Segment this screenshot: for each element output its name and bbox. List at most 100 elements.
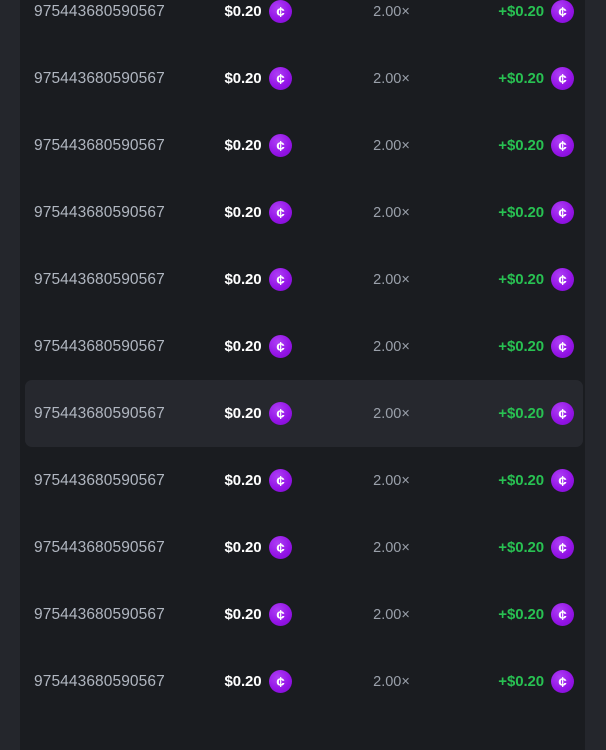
payout-label: +$0.20 (498, 3, 544, 20)
bet-id-cell[interactable]: 975443680590567 (25, 3, 187, 21)
svg-text:¢: ¢ (276, 473, 284, 490)
multiplier-label: 2.00× (373, 70, 410, 87)
svg-text:¢: ¢ (276, 205, 284, 222)
bet-id-cell[interactable]: 975443680590567 (25, 472, 187, 490)
coin-icon: ¢ (268, 268, 292, 291)
multiplier-cell: 2.00× (329, 473, 454, 489)
multiplier-cell: 2.00× (329, 205, 454, 221)
bet-id-cell[interactable]: 975443680590567 (25, 70, 187, 88)
svg-text:¢: ¢ (276, 607, 284, 624)
bet-id-cell[interactable]: 975443680590567 (25, 606, 187, 624)
coin-icon: ¢ (551, 335, 574, 358)
bet-amount-cell: $0.20 ¢ (187, 201, 329, 224)
table-row[interactable]: 975443680590567 $0.20 ¢ 2.00× +$0.20 ¢ (25, 313, 583, 380)
bet-id-cell[interactable]: 975443680590567 (25, 137, 187, 155)
svg-text:¢: ¢ (558, 205, 566, 222)
payout-label: +$0.20 (498, 204, 544, 221)
svg-text:¢: ¢ (558, 138, 566, 155)
bet-id-label: 975443680590567 (34, 2, 165, 20)
svg-text:¢: ¢ (558, 71, 566, 88)
payout-cell: +$0.20 ¢ (454, 201, 583, 224)
bets-list[interactable]: 975443680590567 $0.20 ¢ 2.00× +$0.20 ¢ 9754436… (20, 0, 585, 750)
payout-label: +$0.20 (498, 472, 544, 489)
bet-id-label: 975443680590567 (34, 538, 165, 556)
bet-id-cell[interactable]: 975443680590567 (25, 338, 187, 356)
coin-icon: ¢ (551, 67, 574, 90)
multiplier-cell: 2.00× (329, 540, 454, 556)
payout-cell: +$0.20 ¢ (454, 268, 583, 291)
coin-icon: ¢ (268, 67, 292, 90)
bet-id-cell[interactable]: 975443680590567 (25, 673, 187, 691)
table-row[interactable]: 975443680590567 $0.20 ¢ 2.00× +$0.20 ¢ (25, 380, 583, 447)
payout-label: +$0.20 (498, 338, 544, 355)
table-row[interactable]: 975443680590567 $0.20 ¢ 2.00× +$0.20 ¢ (25, 648, 583, 715)
multiplier-label: 2.00× (373, 204, 410, 221)
multiplier-label: 2.00× (373, 673, 410, 690)
table-row[interactable]: 975443680590567 $0.20 ¢ 2.00× +$0.20 ¢ (25, 246, 583, 313)
bet-id-label: 975443680590567 (34, 672, 165, 690)
svg-text:¢: ¢ (558, 607, 566, 624)
bet-amount-cell: $0.20 ¢ (187, 134, 329, 157)
table-row[interactable]: 975443680590567 $0.20 ¢ 2.00× +$0.20 ¢ (25, 45, 583, 112)
bet-id-label: 975443680590567 (34, 69, 165, 87)
coin-icon: ¢ (268, 670, 292, 693)
payout-label: +$0.20 (498, 539, 544, 556)
table-row[interactable]: 975443680590567 $0.20 ¢ 2.00× +$0.20 ¢ (25, 0, 583, 45)
payout-cell: +$0.20 ¢ (454, 134, 583, 157)
table-row[interactable]: 975443680590567 $0.20 ¢ 2.00× +$0.20 ¢ (25, 581, 583, 648)
payout-cell: +$0.20 ¢ (454, 0, 583, 23)
coin-icon: ¢ (268, 402, 292, 425)
coin-icon: ¢ (268, 134, 292, 157)
bet-amount-cell: $0.20 ¢ (187, 469, 329, 492)
bet-id-label: 975443680590567 (34, 404, 165, 422)
payout-cell: +$0.20 ¢ (454, 469, 583, 492)
bet-amount-label: $0.20 (224, 539, 262, 556)
table-row[interactable]: 975443680590567 $0.20 ¢ 2.00× +$0.20 ¢ (25, 447, 583, 514)
multiplier-cell: 2.00× (329, 674, 454, 690)
coin-icon: ¢ (551, 201, 574, 224)
multiplier-label: 2.00× (373, 405, 410, 422)
bet-id-cell[interactable]: 975443680590567 (25, 271, 187, 289)
coin-icon: ¢ (551, 268, 574, 291)
svg-text:¢: ¢ (276, 71, 284, 88)
coin-icon: ¢ (551, 670, 574, 693)
bet-amount-label: $0.20 (224, 3, 262, 20)
svg-text:¢: ¢ (558, 674, 566, 691)
bet-amount-label: $0.20 (224, 204, 262, 221)
bet-id-cell[interactable]: 975443680590567 (25, 204, 187, 222)
payout-cell: +$0.20 ¢ (454, 536, 583, 559)
payout-cell: +$0.20 ¢ (454, 603, 583, 626)
multiplier-cell: 2.00× (329, 607, 454, 623)
table-row[interactable]: 975443680590567 $0.20 ¢ 2.00× +$0.20 ¢ (25, 514, 583, 581)
bet-id-cell[interactable]: 975443680590567 (25, 405, 187, 423)
bet-amount-label: $0.20 (224, 338, 262, 355)
multiplier-cell: 2.00× (329, 272, 454, 288)
bet-id-label: 975443680590567 (34, 605, 165, 623)
coin-icon: ¢ (268, 335, 292, 358)
svg-text:¢: ¢ (558, 272, 566, 289)
bet-amount-label: $0.20 (224, 271, 262, 288)
bet-amount-label: $0.20 (224, 137, 262, 154)
bet-amount-cell: $0.20 ¢ (187, 402, 329, 425)
svg-text:¢: ¢ (276, 540, 284, 557)
bet-id-cell[interactable]: 975443680590567 (25, 539, 187, 557)
payout-cell: +$0.20 ¢ (454, 670, 583, 693)
coin-icon: ¢ (551, 603, 574, 626)
svg-text:¢: ¢ (558, 473, 566, 490)
bet-amount-label: $0.20 (224, 673, 262, 690)
bet-amount-cell: $0.20 ¢ (187, 670, 329, 693)
multiplier-cell: 2.00× (329, 71, 454, 87)
payout-cell: +$0.20 ¢ (454, 335, 583, 358)
bet-amount-cell: $0.20 ¢ (187, 0, 329, 23)
coin-icon: ¢ (268, 469, 292, 492)
multiplier-label: 2.00× (373, 3, 410, 20)
coin-icon: ¢ (268, 536, 292, 559)
bet-amount-cell: $0.20 ¢ (187, 536, 329, 559)
multiplier-cell: 2.00× (329, 4, 454, 20)
multiplier-cell: 2.00× (329, 406, 454, 422)
multiplier-label: 2.00× (373, 539, 410, 556)
table-row[interactable]: 975443680590567 $0.20 ¢ 2.00× +$0.20 ¢ (25, 112, 583, 179)
table-row[interactable]: 975443680590567 $0.20 ¢ 2.00× +$0.20 ¢ (25, 179, 583, 246)
coin-icon: ¢ (551, 536, 574, 559)
